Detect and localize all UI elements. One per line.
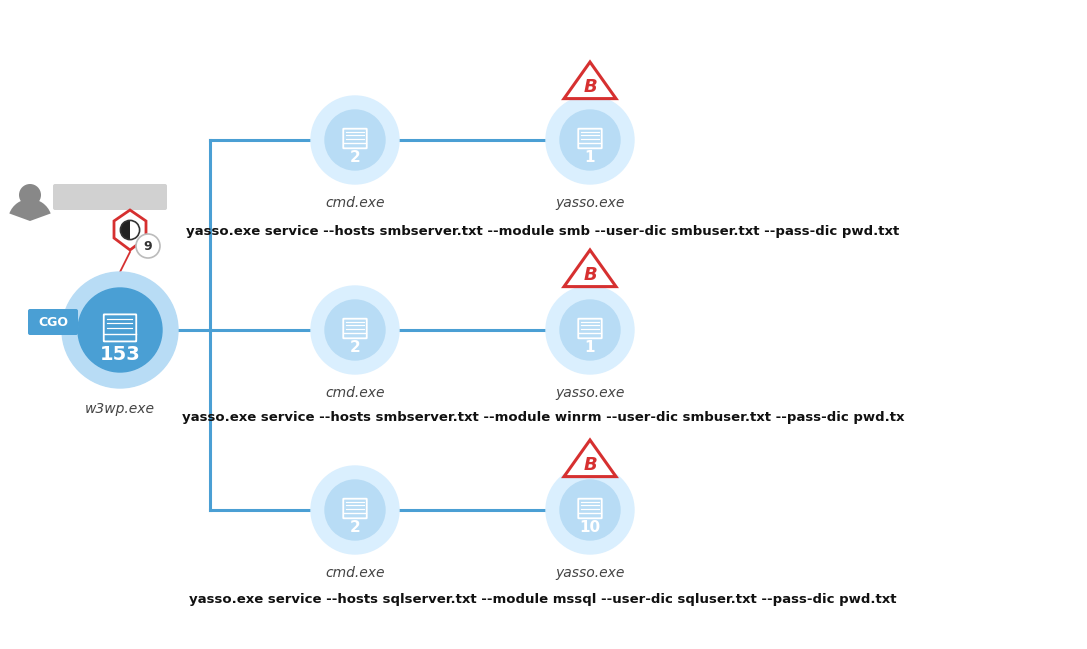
Text: yasso.exe service --hosts smbserver.txt --module winrm --user-dic smbuser.txt --: yasso.exe service --hosts smbserver.txt … [182,411,904,424]
Circle shape [546,96,634,184]
Polygon shape [564,62,616,99]
Circle shape [18,184,41,206]
Circle shape [78,288,162,372]
Text: B: B [583,78,597,96]
Circle shape [325,110,385,170]
Text: yasso.exe: yasso.exe [555,566,625,580]
Circle shape [560,300,620,360]
Circle shape [311,96,399,184]
Text: B: B [583,266,597,284]
Text: 153: 153 [100,345,140,364]
Circle shape [62,272,178,388]
Circle shape [560,480,620,540]
Polygon shape [564,250,616,287]
Circle shape [560,110,620,170]
Text: cmd.exe: cmd.exe [325,386,385,400]
Circle shape [311,466,399,554]
Text: cmd.exe: cmd.exe [325,566,385,580]
Text: 2: 2 [350,340,361,355]
Circle shape [546,466,634,554]
Circle shape [546,286,634,374]
Polygon shape [114,210,146,250]
Text: cmd.exe: cmd.exe [325,196,385,210]
Wedge shape [130,221,139,239]
Text: CGO: CGO [38,315,68,328]
Polygon shape [564,440,616,476]
Text: yasso.exe service --hosts sqlserver.txt --module mssql --user-dic sqluser.txt --: yasso.exe service --hosts sqlserver.txt … [189,593,897,607]
FancyBboxPatch shape [28,309,78,335]
Text: 1: 1 [585,340,596,355]
Text: yasso.exe service --hosts smbserver.txt --module smb --user-dic smbuser.txt --pa: yasso.exe service --hosts smbserver.txt … [186,225,900,238]
Text: 9: 9 [143,239,152,252]
Wedge shape [121,221,130,239]
Text: 2: 2 [350,150,361,165]
FancyBboxPatch shape [53,184,167,210]
Wedge shape [10,199,51,221]
Circle shape [311,286,399,374]
Text: w3wp.exe: w3wp.exe [85,402,155,416]
Circle shape [325,300,385,360]
Text: 10: 10 [579,520,600,535]
Text: yasso.exe: yasso.exe [555,196,625,210]
Text: 2: 2 [350,520,361,535]
Text: B: B [583,456,597,474]
Circle shape [136,234,160,258]
Circle shape [325,480,385,540]
Text: 1: 1 [585,150,596,165]
Text: yasso.exe: yasso.exe [555,386,625,400]
